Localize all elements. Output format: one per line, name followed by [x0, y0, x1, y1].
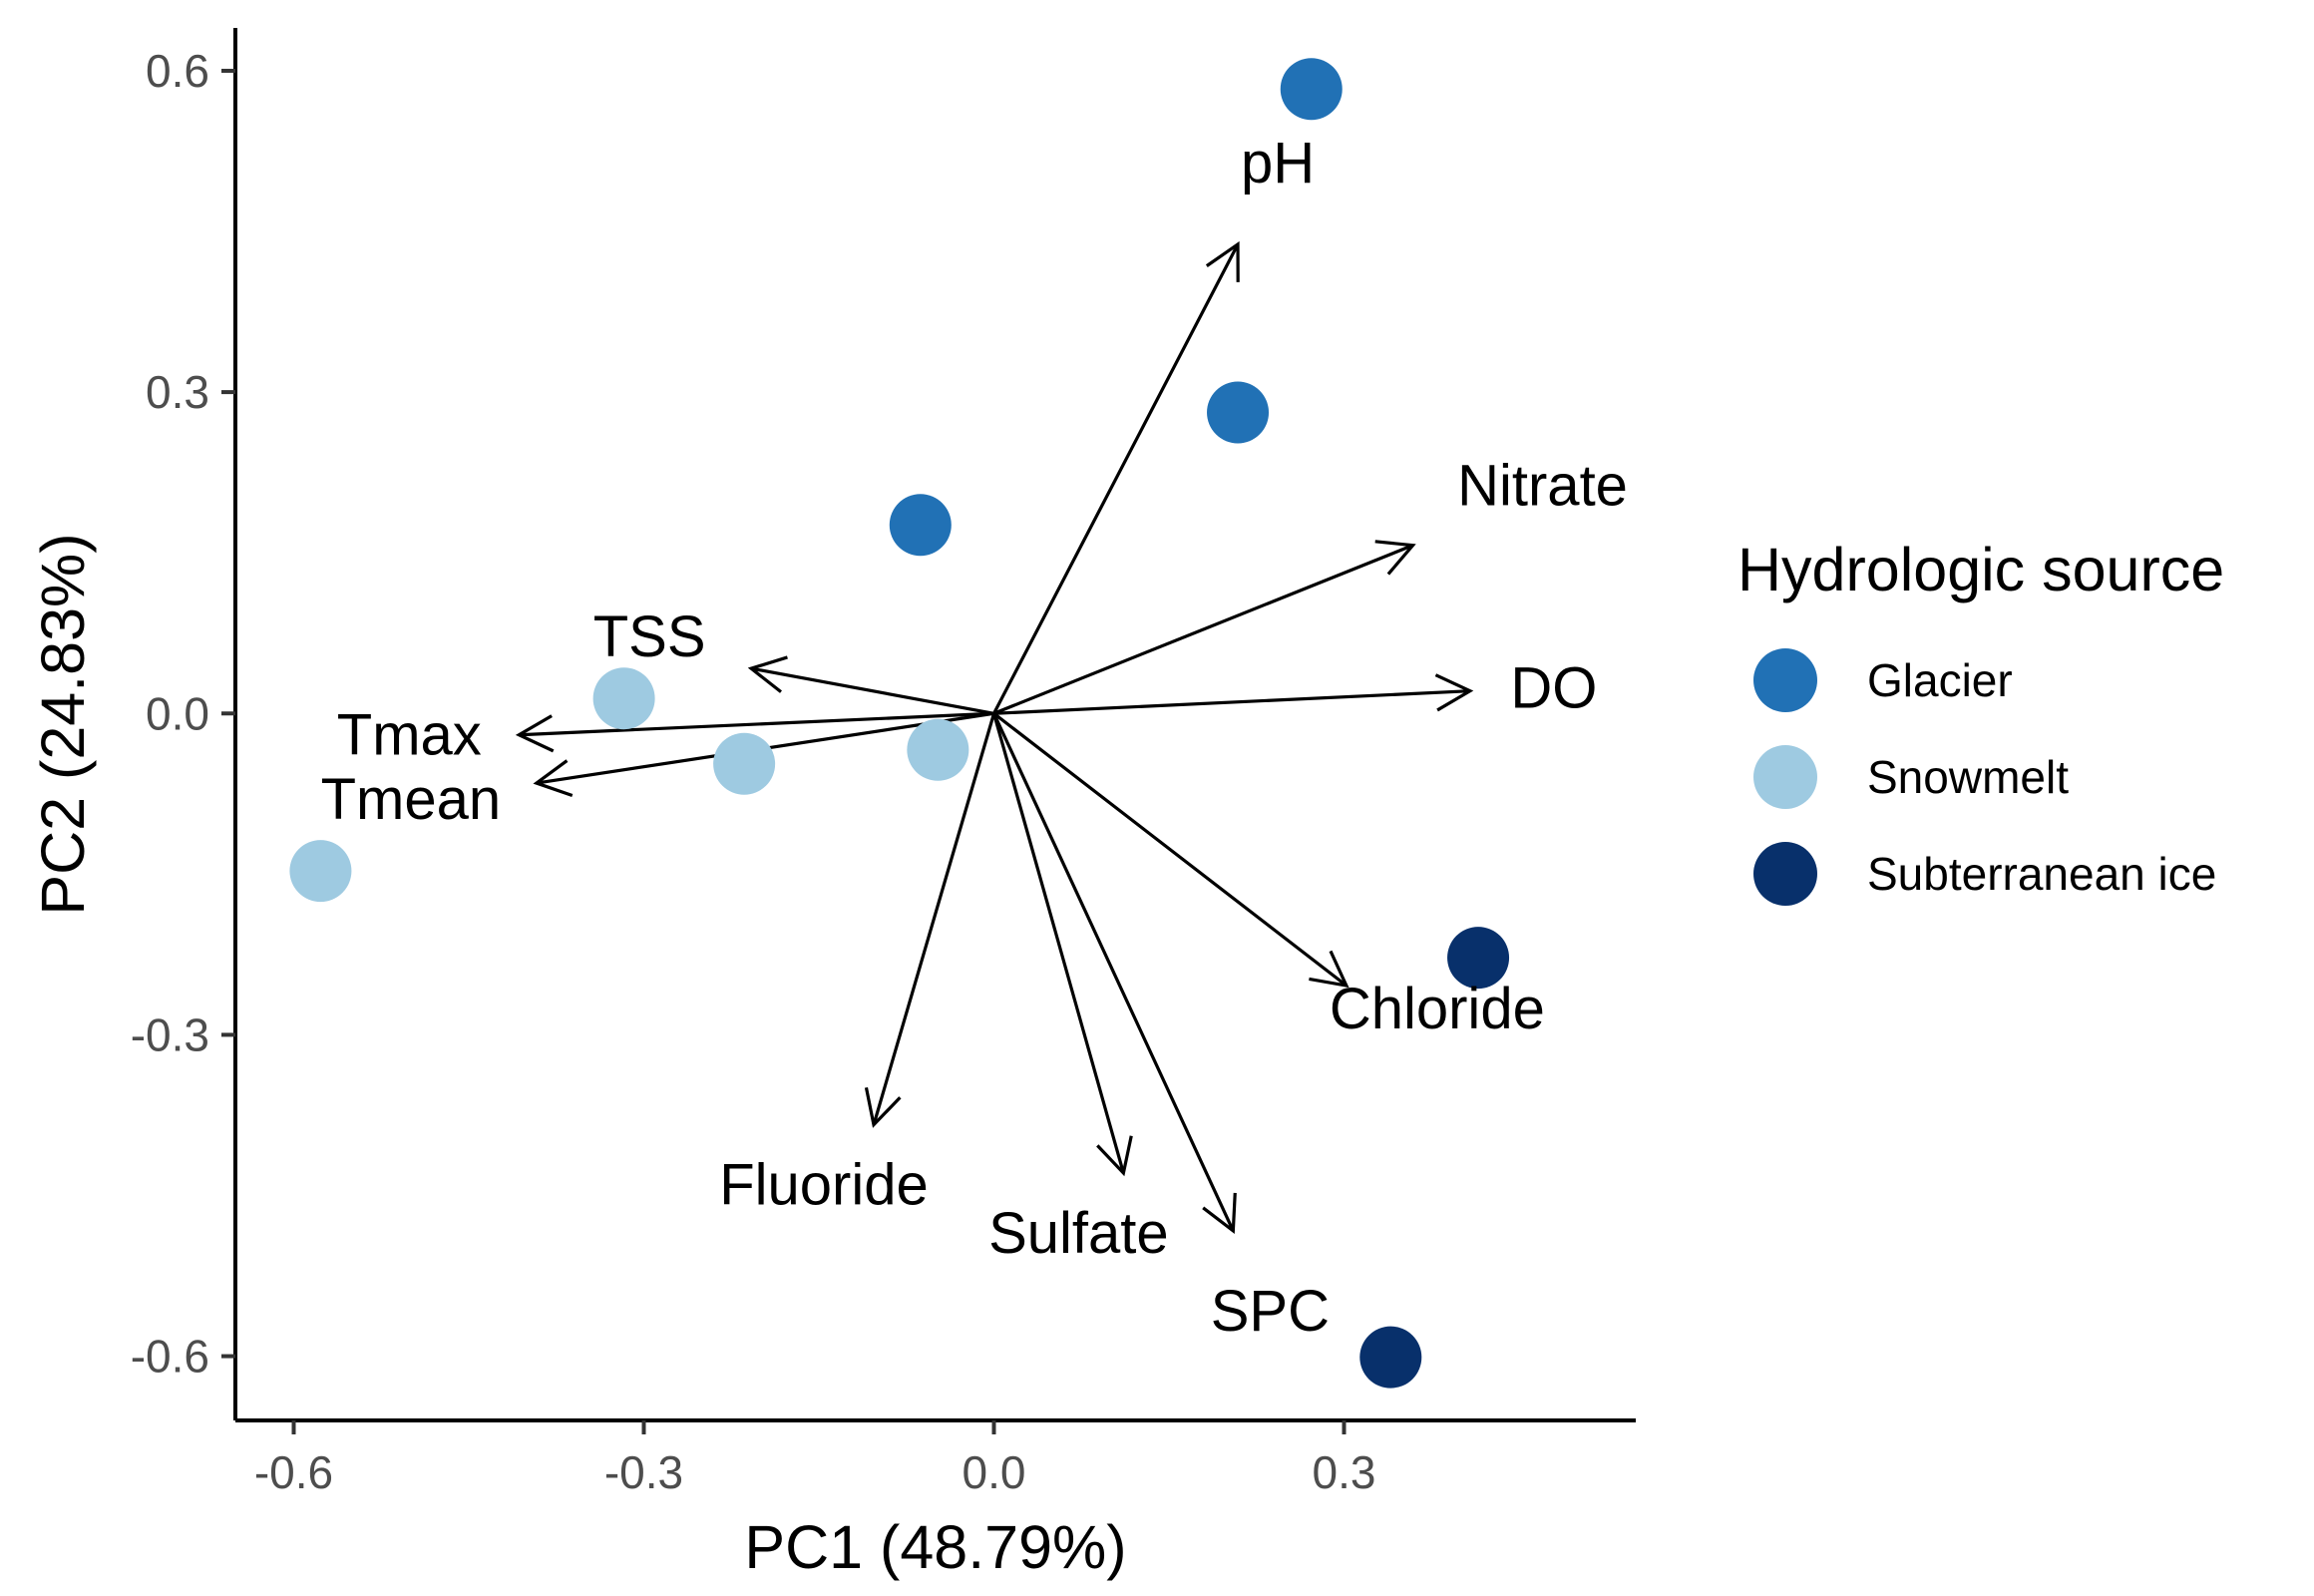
- loading-arrow: [992, 712, 1237, 1235]
- loading-label: Sulfate: [988, 1201, 1169, 1266]
- loading-arrow-head: [1096, 1135, 1133, 1177]
- loading-label: Tmean: [321, 767, 502, 832]
- y-axis-ticks: -0.6 -0.3 0.0 0.3 0.6: [131, 45, 235, 1383]
- x-tick-label: 0.0: [963, 1446, 1026, 1498]
- score-points: [289, 58, 1510, 1389]
- x-tick-label: -0.3: [604, 1446, 683, 1498]
- y-tick-label: 0.6: [146, 45, 209, 97]
- legend-label: Glacier: [1867, 654, 2013, 706]
- loading-arrow-head: [1205, 240, 1240, 282]
- loading-arrow-shaft: [992, 544, 1414, 715]
- loading-arrow: [515, 711, 994, 753]
- y-tick-label: 0.0: [146, 687, 209, 739]
- loading-label: Fluoride: [719, 1153, 929, 1218]
- loading-arrow: [747, 655, 994, 715]
- loading-arrow-head: [747, 655, 788, 693]
- loading-arrow: [991, 712, 1133, 1177]
- legend-label: Subterranean ice: [1867, 848, 2216, 900]
- score-point: [1447, 927, 1510, 990]
- loading-label: DO: [1510, 656, 1597, 721]
- score-point: [289, 840, 352, 903]
- loading-arrow: [992, 540, 1416, 715]
- score-point: [713, 732, 776, 795]
- loading-arrow: [992, 240, 1240, 714]
- legend-swatch: [1753, 842, 1817, 906]
- loading-arrow-head: [1434, 673, 1474, 712]
- loading-arrow-shaft: [992, 712, 1235, 1232]
- loading-arrow-head: [864, 1087, 902, 1128]
- score-point: [1280, 58, 1343, 121]
- legend-swatch: [1753, 648, 1817, 712]
- x-tick-label: -0.6: [254, 1446, 333, 1498]
- loading-label: Chloride: [1330, 977, 1545, 1041]
- score-point: [592, 667, 655, 730]
- loading-label: pH: [1241, 131, 1315, 196]
- loading-label: Nitrate: [1457, 454, 1628, 519]
- loading-arrow-shaft: [519, 711, 994, 737]
- score-point: [1359, 1326, 1422, 1389]
- y-axis-title: PC2 (24.83%): [29, 533, 97, 915]
- loading-arrow-shaft: [750, 666, 994, 715]
- loading-arrow: [864, 712, 996, 1128]
- legend-items: Glacier Snowmelt Subterranean ice: [1753, 648, 2216, 906]
- loading-arrow-head: [1374, 540, 1416, 576]
- x-axis-title: PC1 (48.79%): [744, 1513, 1126, 1581]
- loading-label: Tmax: [337, 703, 482, 768]
- loading-arrow: [993, 673, 1474, 715]
- axes: [233, 28, 1636, 1422]
- legend-swatch: [1753, 745, 1817, 809]
- loading-label: TSS: [593, 604, 706, 669]
- legend: Hydrologic source Glacier Snowmelt Subterr…: [1737, 536, 2224, 906]
- loading-arrow-head: [533, 759, 574, 797]
- loading-arrow-shaft: [993, 689, 1470, 715]
- loading-arrow-shaft: [872, 712, 996, 1126]
- loading-arrow-shaft: [992, 711, 1348, 988]
- loading-arrow: [992, 711, 1350, 989]
- loading-label: SPC: [1211, 1279, 1330, 1344]
- legend-label: Snowmelt: [1867, 751, 2069, 803]
- score-point: [1207, 381, 1270, 444]
- loading-arrow-head: [1202, 1192, 1237, 1235]
- y-tick-label: 0.3: [146, 366, 209, 418]
- loading-arrow-shaft: [992, 243, 1240, 714]
- x-tick-label: 0.3: [1313, 1446, 1376, 1498]
- score-point: [907, 718, 969, 781]
- y-tick-label: -0.3: [131, 1008, 209, 1060]
- y-tick-label: -0.6: [131, 1331, 209, 1383]
- x-axis-ticks: -0.6 -0.3 0.0 0.3: [254, 1420, 1376, 1498]
- legend-title: Hydrologic source: [1737, 536, 2224, 603]
- score-point: [889, 494, 952, 557]
- loading-arrow-shaft: [991, 712, 1125, 1174]
- loading-arrow-head: [1309, 950, 1350, 989]
- loading-vectors: [515, 240, 1474, 1235]
- loading-arrow-head: [515, 714, 555, 753]
